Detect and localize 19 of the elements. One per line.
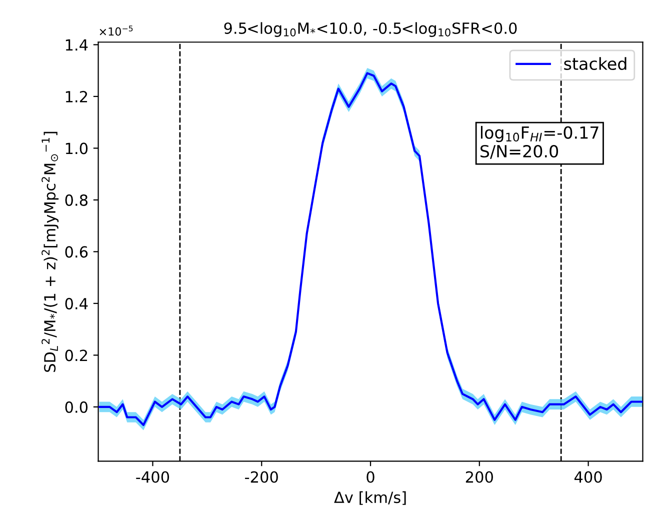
annotation: log$_{10}$F$_{HI}$=-0.17 S/N=20.0 [480,126,598,159]
y-tick-label: 1.0 [66,142,88,154]
y-tick-label: 1.2 [66,90,88,102]
chart-title: 9.5<log$_{10}$M$_{*}$<10.0, -0.5<log$_{10}$SFR<0.0 [224,22,517,37]
x-tick-label: -400 [136,471,170,483]
legend-label: stacked [564,57,626,70]
x-axis-title: Δv [km/s] [334,491,406,505]
x-tick-label: 400 [574,471,602,483]
y-tick-label: 1.4 [66,39,88,51]
y-tick-label: 0.4 [65,298,88,310]
y-tick-label: 0.6 [65,246,88,258]
y-tick-label: 0.0 [65,401,88,413]
x-tick-label: 0 [366,471,374,483]
text: ×10$^{−5}$ [100,26,133,36]
x-tick-label: -200 [245,471,278,483]
y-tick-label: 0.2 [65,350,88,362]
y-tick-label: 0.8 [65,194,88,206]
x-tick-label: 200 [466,471,493,483]
text: SD$_{L}$$^{2}$/M$_{*}$/(1 + z)$^{2}$[mJyMpc$^{2}$M$_{⊙}$$^{−1}$] [42,132,59,372]
